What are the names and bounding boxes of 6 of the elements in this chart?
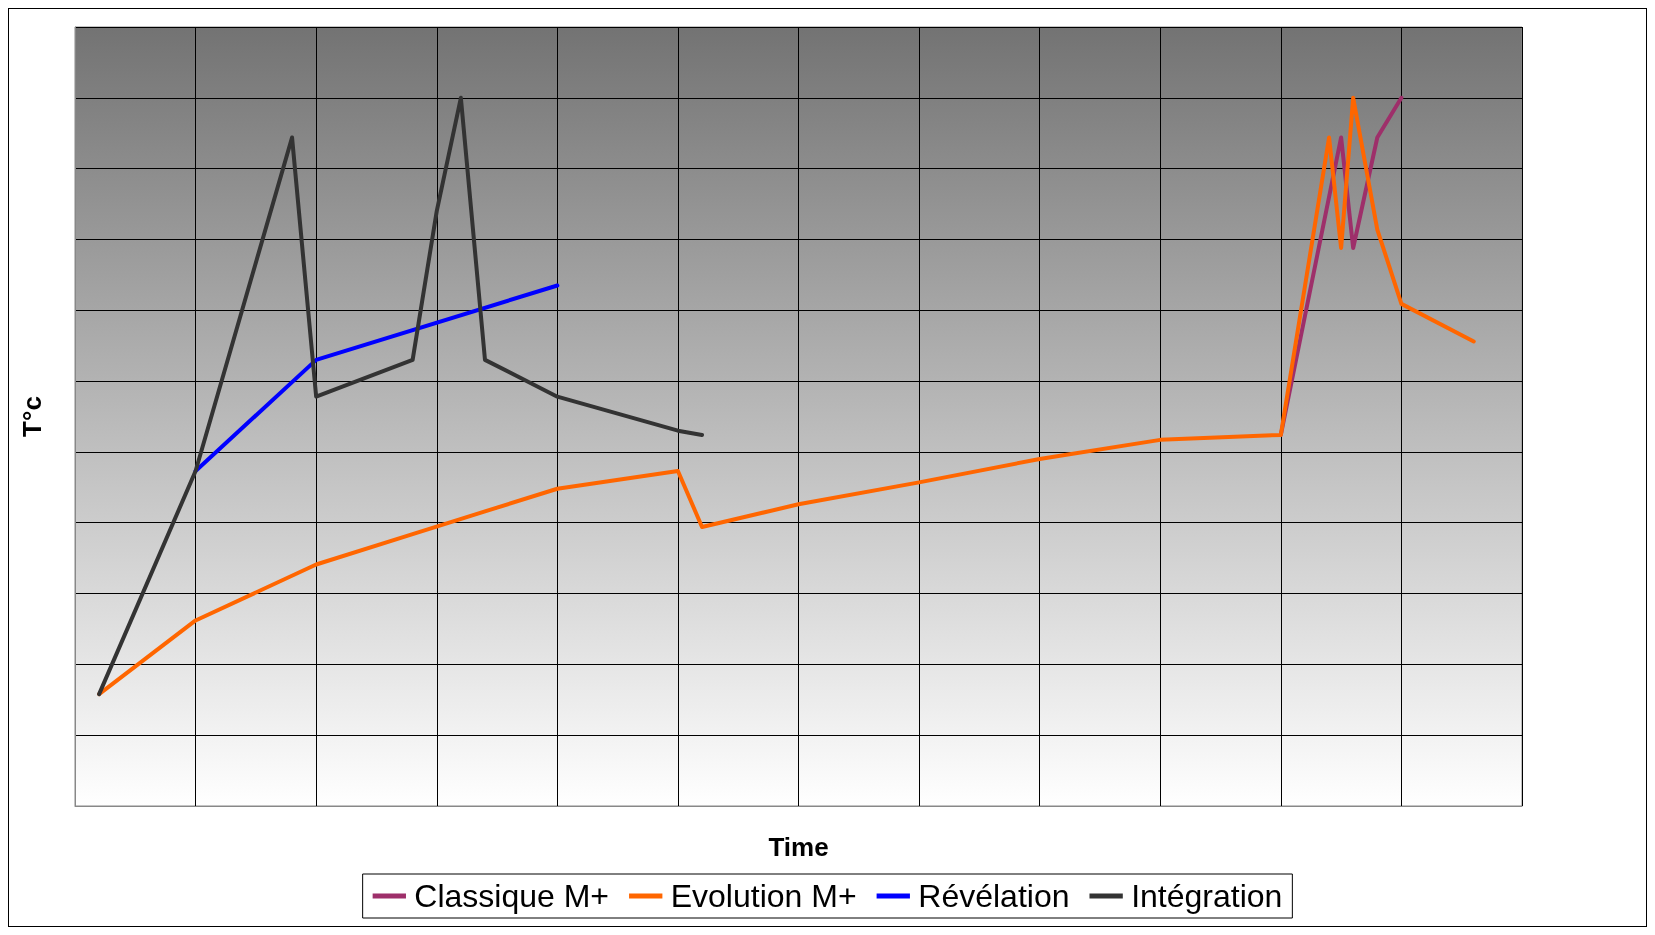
legend-label: Evolution M+ [670,878,857,914]
legend-label: Intégration [1131,878,1283,914]
legend-label: Révélation [918,878,1070,914]
x-axis-title: Time [768,832,829,862]
y-axis-title: T°c [17,396,47,437]
legend-label: Classique M+ [414,878,610,914]
